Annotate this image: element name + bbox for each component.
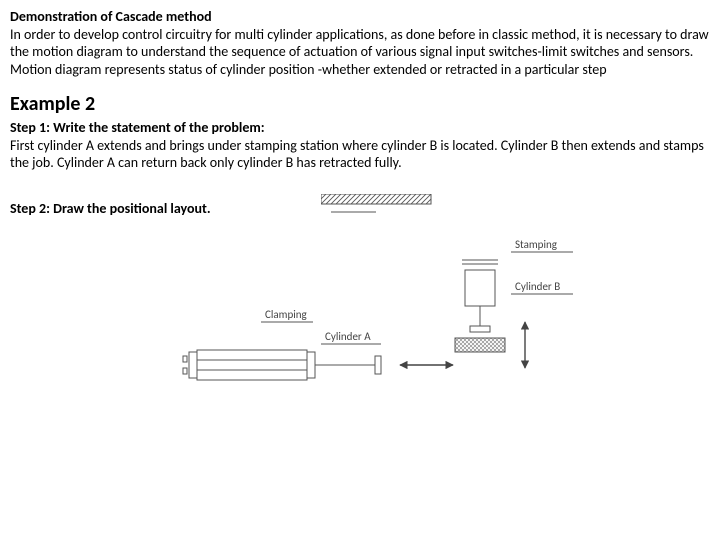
example-title: Example 2 [10, 92, 710, 117]
positional-layout-diagram: Stamping Cylinder B Clamping Cylinder A [175, 230, 605, 390]
stamping-label: Stamping [515, 238, 557, 251]
cylinder-a-label: Cylinder A [325, 330, 371, 343]
step1-title: Step 1: Write the statement of the probl… [10, 119, 710, 137]
cylinder-b-icon [462, 260, 498, 332]
cylinder-a-icon [183, 350, 381, 380]
ceiling-hatch-icon [321, 194, 441, 218]
cylinder-b-label: Cylinder B [515, 280, 560, 293]
step2-row: Step 2: Draw the positional layout. Stam… [10, 200, 710, 390]
intro-paragraph: In order to develop control circuitry fo… [10, 26, 710, 79]
step1-body: First cylinder A extends and brings unde… [10, 137, 710, 172]
ground-block-icon [455, 338, 505, 352]
clamping-label: Clamping [265, 308, 307, 321]
step2-title: Step 2: Draw the positional layout. [10, 200, 211, 218]
heading: Demonstration of Cascade method [10, 8, 710, 26]
